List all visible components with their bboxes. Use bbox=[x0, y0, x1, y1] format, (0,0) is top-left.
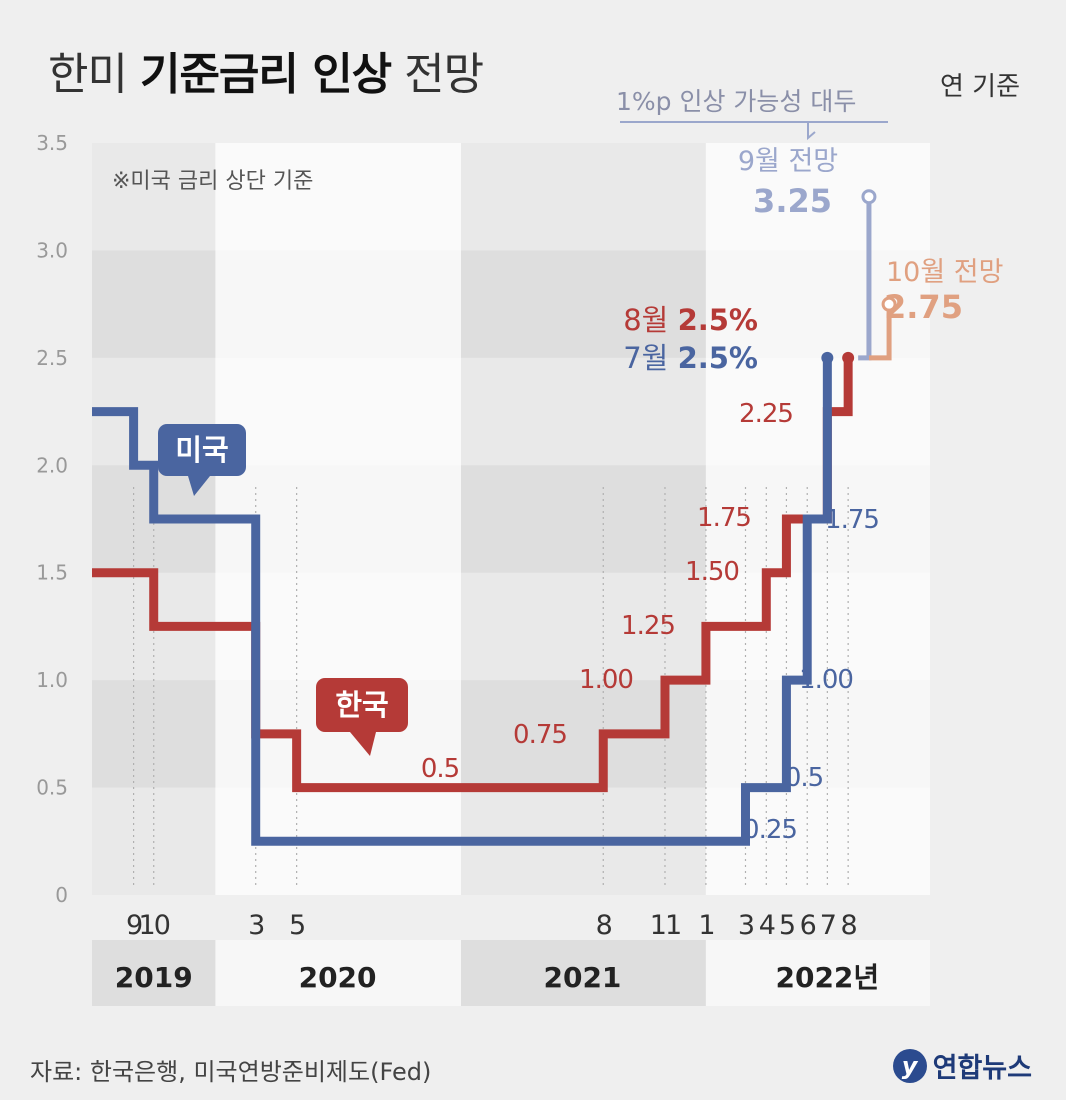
y-tick-label: 1.0 bbox=[36, 668, 68, 692]
korea-data-label: 1.25 bbox=[621, 611, 675, 641]
us-forecast-marker bbox=[861, 189, 877, 205]
y-tick-label: 3.0 bbox=[36, 238, 68, 262]
source-text: 자료: 한국은행, 미국연방준비제도(Fed) bbox=[30, 1058, 432, 1086]
page-title: 한미 기준금리 인상 전망 bbox=[48, 38, 484, 102]
month-tick-label: 8 bbox=[841, 910, 857, 941]
year-label: 2020 bbox=[299, 961, 377, 994]
series-tag-korea bbox=[316, 678, 408, 732]
korea-data-label: 2.25 bbox=[739, 399, 793, 429]
y-tick-label: 3.5 bbox=[36, 131, 68, 155]
yonhap-logo-text: 연합뉴스 bbox=[932, 1053, 1032, 1084]
month-tick-label: 3 bbox=[248, 910, 264, 941]
month-tick-label: 6 bbox=[800, 910, 816, 941]
yonhap-logo: y 연합뉴스 bbox=[892, 1046, 1032, 1085]
y-tick-label: 2.5 bbox=[36, 346, 68, 370]
us-rate-line bbox=[92, 357, 832, 846]
us-forecast-label: 9월 전망 bbox=[738, 146, 838, 177]
korea-forecast-value: 2.75 bbox=[884, 288, 963, 326]
series-tag-label: 미국 bbox=[175, 433, 228, 467]
korea-data-label: 0.5 bbox=[421, 754, 459, 784]
korea-forecast-line bbox=[868, 304, 892, 361]
month-tick-label: 5 bbox=[289, 910, 304, 941]
series-tag-us bbox=[158, 424, 246, 476]
series-tag-tail bbox=[188, 476, 210, 496]
year-label: 2021 bbox=[543, 961, 621, 994]
year-label-band bbox=[461, 940, 706, 1006]
callout-korea: 8월 2.5% bbox=[623, 303, 758, 337]
month-tick-label: 11 bbox=[650, 910, 680, 941]
grid-stripe bbox=[92, 143, 930, 251]
y-tick-label: 0.5 bbox=[36, 776, 68, 800]
title-bold: 기준금리 인상 bbox=[139, 49, 392, 100]
korea-forecast-label: 10월 전망 bbox=[886, 257, 1003, 288]
year-label: 2019 bbox=[115, 961, 193, 994]
month-tick-label: 7 bbox=[820, 910, 835, 941]
us-forecast-value: 3.25 bbox=[753, 182, 832, 220]
month-tick-label: 9 bbox=[126, 910, 142, 941]
year-band-2021 bbox=[461, 143, 706, 895]
korea-data-label: 1.50 bbox=[685, 557, 739, 587]
year-label-band bbox=[92, 940, 216, 1006]
korea-data-label: 0.75 bbox=[513, 720, 567, 750]
year-label: 2022년 bbox=[775, 961, 879, 994]
year-label-band bbox=[705, 940, 930, 1006]
us-data-label: 0.25 bbox=[743, 815, 797, 845]
korea-forecast-marker bbox=[881, 296, 897, 312]
chart-note: ※미국 금리 상단 기준 bbox=[112, 169, 313, 194]
series-tag-tail bbox=[350, 732, 376, 756]
us-data-label: 0.5 bbox=[785, 763, 823, 793]
annotation-note: 1%p 인상 가능성 대두 bbox=[616, 87, 857, 116]
korea-data-label: 1.75 bbox=[697, 503, 751, 533]
month-tick-label: 4 bbox=[759, 910, 775, 941]
us-data-label: 1.75 bbox=[825, 505, 879, 535]
annotation-bracket bbox=[620, 121, 888, 141]
us-data-label: 1.00 bbox=[799, 665, 853, 695]
month-tick-label: 10 bbox=[139, 910, 170, 941]
y-tick-label: 1.5 bbox=[36, 561, 68, 585]
korea-endpoint-marker bbox=[842, 351, 855, 364]
month-tick-label: 3 bbox=[738, 910, 754, 941]
series-tag-label: 한국 bbox=[335, 688, 388, 722]
y-tick-label: 2.0 bbox=[36, 453, 68, 477]
callout-us: 7월 2.5% bbox=[623, 341, 758, 375]
month-tick-label: 8 bbox=[596, 910, 612, 941]
yonhap-logo-icon: y bbox=[892, 1048, 927, 1083]
korea-data-label: 1.00 bbox=[579, 665, 633, 695]
month-tick-label: 5 bbox=[779, 910, 794, 941]
us-endpoint-marker bbox=[821, 351, 834, 364]
title-suffix: 전망 bbox=[404, 49, 484, 100]
unit-label: 연 기준 bbox=[939, 72, 1020, 102]
year-label-band bbox=[215, 940, 462, 1006]
title-prefix: 한미 bbox=[48, 49, 128, 100]
y-tick-label: 0 bbox=[55, 883, 68, 907]
month-tick-label: 1 bbox=[698, 910, 713, 941]
